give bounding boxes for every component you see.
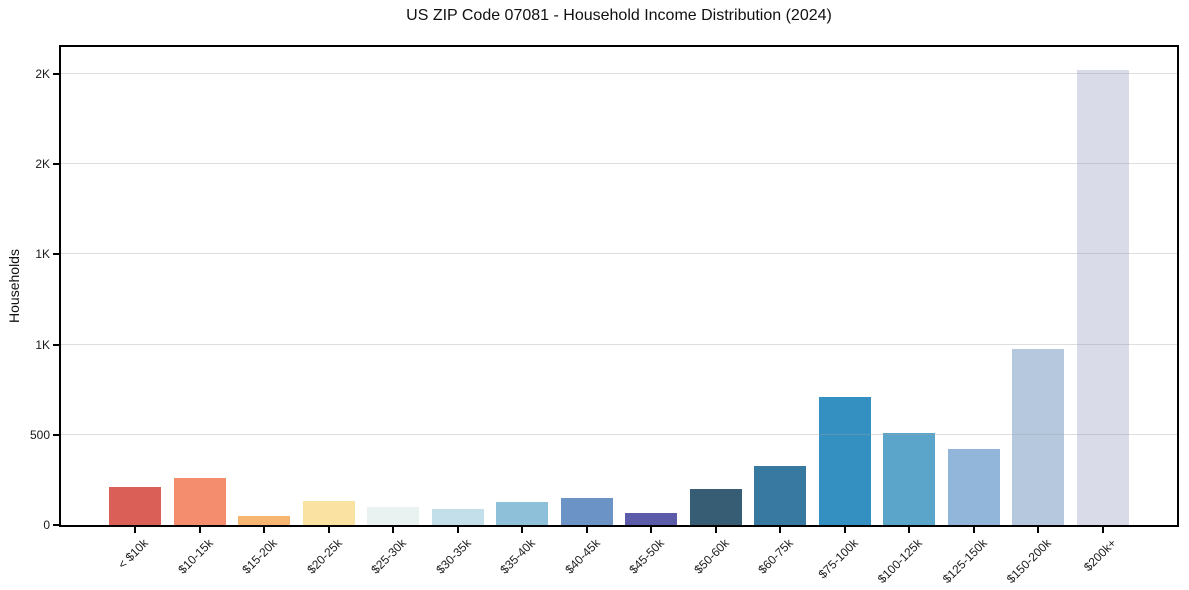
- plot-area: [59, 45, 1179, 527]
- bar-$30-35k: [431, 509, 484, 525]
- x-tick-mark-$30-35k: [457, 527, 459, 533]
- x-tick-mark-$150-200k: [1037, 527, 1039, 533]
- bar-$100-125k: [883, 433, 936, 525]
- x-tick-mark-$125-150k: [973, 527, 975, 533]
- x-tick-label-$30-35k: $30-35k: [433, 536, 474, 577]
- bar-$10-15k: [173, 478, 226, 525]
- x-tick-label-$35-40k: $35-40k: [497, 536, 538, 577]
- bar-$35-40k: [496, 502, 549, 525]
- y-tick-mark-500: [53, 434, 59, 436]
- y-tick-mark-1500: [53, 253, 59, 255]
- y-tick-label-1000: 1K: [35, 338, 50, 352]
- x-tick-label-$200k+: $200k+: [1080, 536, 1119, 574]
- y-tick-label-1500: 1K: [35, 247, 50, 261]
- x-tick-mark-$40-45k: [586, 527, 588, 533]
- bar-$40-45k: [560, 498, 613, 525]
- x-tick-label-$150-200k: $150-200k: [1003, 536, 1054, 587]
- bar-$125-150k: [947, 449, 1000, 525]
- y-tick-mark-0: [53, 524, 59, 526]
- y-tick-mark-2500: [53, 73, 59, 75]
- bar-$75-100k: [818, 397, 871, 525]
- y-tick-label-0: 0: [43, 518, 50, 532]
- gridline-2000: [61, 163, 1177, 164]
- gridline-1500: [61, 253, 1177, 254]
- x-tick-label-$40-45k: $40-45k: [562, 536, 603, 577]
- gridline-500: [61, 434, 1177, 435]
- bar-$150-200k: [1012, 349, 1065, 525]
- x-tick-label-$50-60k: $50-60k: [691, 536, 732, 577]
- bar-$60-75k: [754, 466, 807, 525]
- x-tick-label-$125-150k: $125-150k: [939, 536, 990, 587]
- x-tick-mark-$15-20k: [263, 527, 265, 533]
- x-tick-label-$45-50k: $45-50k: [626, 536, 667, 577]
- gridline-2500: [61, 73, 1177, 74]
- bar-$45-50k: [625, 513, 678, 525]
- x-tick-label-$100-125k: $100-125k: [874, 536, 925, 587]
- y-tick-label-2000: 2K: [35, 157, 50, 171]
- y-tick-label-2500: 2K: [35, 67, 50, 81]
- x-tick-mark-$60-75k: [779, 527, 781, 533]
- x-tick-mark-$45-50k: [650, 527, 652, 533]
- bar-$15-20k: [238, 516, 291, 525]
- x-tick-mark-$10-15k: [199, 527, 201, 533]
- x-tick-mark-$25-30k: [392, 527, 394, 533]
- y-tick-mark-2000: [53, 163, 59, 165]
- x-tick-label-$60-75k: $60-75k: [755, 536, 796, 577]
- x-tick-mark-$100-125k: [908, 527, 910, 533]
- x-tick-label-$15-20k: $15-20k: [239, 536, 280, 577]
- bar-$200k+: [1077, 70, 1129, 525]
- gridline-1000: [61, 344, 1177, 345]
- y-tick-label-500: 500: [29, 428, 50, 442]
- x-tick-label-$25-30k: $25-30k: [368, 536, 409, 577]
- bar-$20-25k: [302, 501, 355, 525]
- x-tick-label-< $10k: < $10k: [115, 536, 151, 572]
- x-tick-mark-$200k+: [1102, 527, 1104, 533]
- bar-< $10k: [109, 487, 161, 525]
- y-tick-mark-1000: [53, 344, 59, 346]
- x-tick-mark-$20-25k: [328, 527, 330, 533]
- chart-title: US ZIP Code 07081 - Household Income Dis…: [406, 7, 832, 24]
- x-tick-label-$20-25k: $20-25k: [304, 536, 345, 577]
- x-tick-mark-$35-40k: [521, 527, 523, 533]
- bar-$25-30k: [367, 507, 420, 525]
- x-tick-label-$10-15k: $10-15k: [175, 536, 216, 577]
- x-tick-mark-$50-60k: [715, 527, 717, 533]
- x-tick-label-$75-100k: $75-100k: [815, 536, 861, 582]
- x-tick-mark-< $10k: [134, 527, 136, 533]
- x-tick-mark-$75-100k: [844, 527, 846, 533]
- bar-$50-60k: [689, 489, 742, 525]
